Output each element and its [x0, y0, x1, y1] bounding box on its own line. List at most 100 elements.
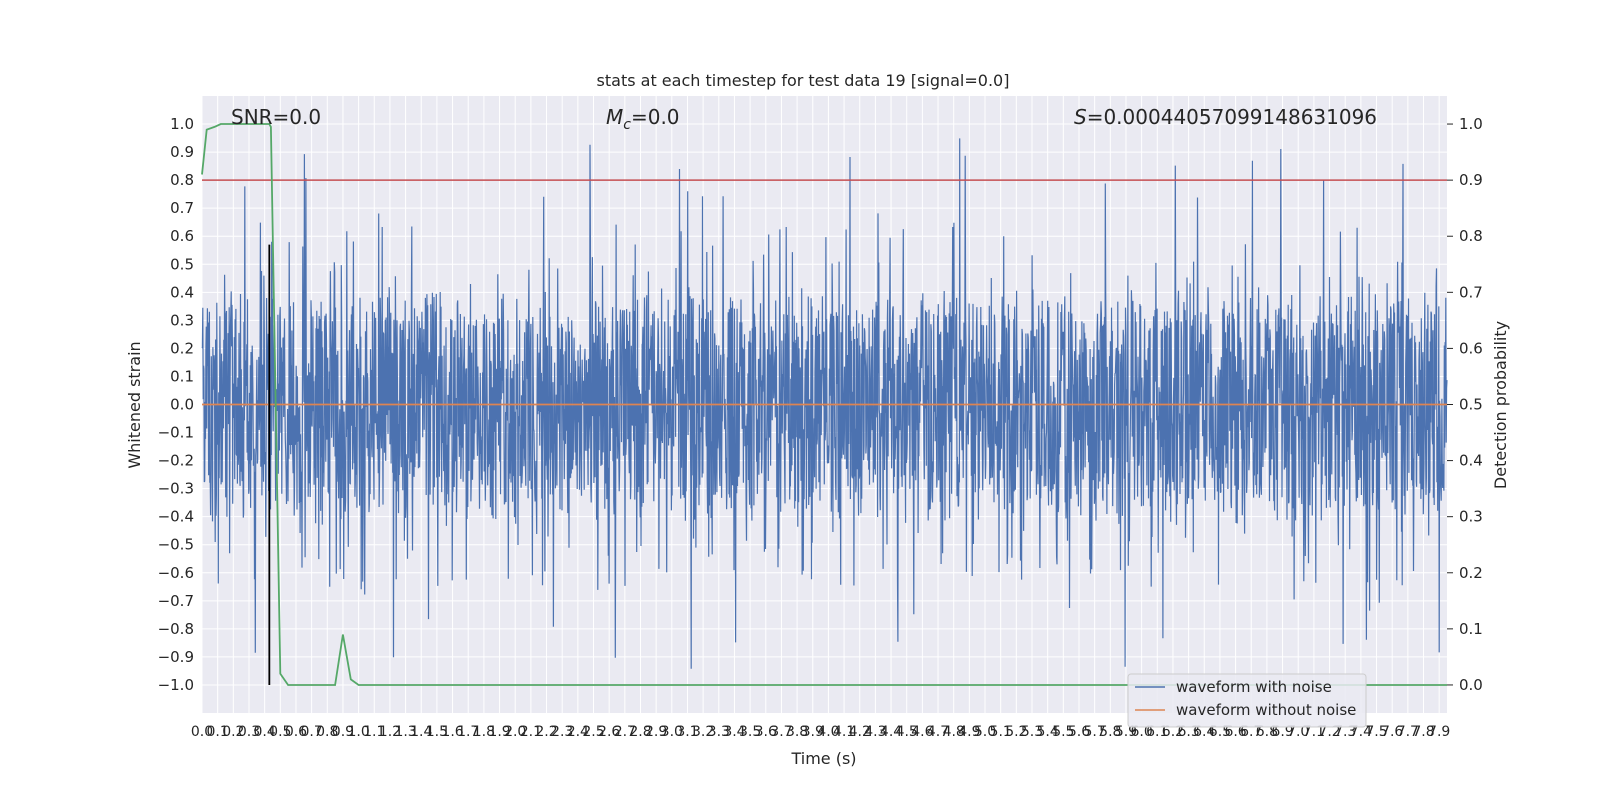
- y-tick-label-right: 0.5: [1459, 396, 1483, 414]
- y-axis-left-ticks: −1.0 −0.9 −0.8 −0.7 −0.6 −0.5 −0.4 −0.3 −0.2 −0.1…: [158, 115, 194, 694]
- x-tick-label: 0.0: [191, 724, 213, 740]
- annotation-score: S=0.00044057099148631096: [1074, 105, 1377, 129]
- x-tick-label: 1.1: [363, 724, 385, 740]
- detection-probability-line: [201, 123, 1447, 686]
- annotation-chirp-mass-symbol: M: [606, 105, 623, 129]
- x-tick-label: 1.0: [347, 724, 369, 740]
- y-tick-label-left: −1.0: [158, 676, 194, 694]
- y-tick-label-left: 0.3: [170, 311, 194, 329]
- x-tick-label: 4.3: [864, 724, 886, 740]
- y-tick-label-left: 0.6: [170, 227, 194, 245]
- x-tick-label: 6.8: [1256, 724, 1278, 740]
- x-tick-label: 6.2: [1162, 724, 1184, 740]
- y-tick-label-right: 0.2: [1459, 564, 1483, 582]
- series-detection-probability: [201, 123, 1447, 686]
- x-tick-label: 2.5: [582, 724, 604, 740]
- x-tick-label: 7.6: [1381, 724, 1403, 740]
- y-tick-label-left: 0.0: [170, 396, 194, 414]
- x-tick-label: 2.4: [567, 724, 589, 740]
- y-tick-label-left: 0.2: [170, 339, 194, 357]
- y-tick-label-right: 0.3: [1459, 508, 1483, 526]
- y-tick-label-left: −0.8: [158, 620, 194, 638]
- annotation-score-value: =0.00044057099148631096: [1087, 105, 1377, 129]
- x-tick-label: 2.7: [614, 724, 636, 740]
- x-tick-label: 0.1: [207, 724, 229, 740]
- y-tick-label-right: 1.0: [1459, 115, 1483, 133]
- x-tick-label: 0.4: [254, 724, 276, 740]
- legend-label-without-noise: waveform without noise: [1176, 701, 1356, 719]
- x-tick-label: 0.5: [269, 724, 291, 740]
- x-tick-label: 6.3: [1177, 724, 1199, 740]
- x-tick-label: 6.7: [1240, 724, 1262, 740]
- x-tick-label: 3.5: [739, 724, 761, 740]
- x-tick-label: 0.9: [332, 724, 354, 740]
- x-tick-label: 1.8: [473, 724, 495, 740]
- x-tick-label: 4.7: [927, 724, 949, 740]
- y-tick-label-left: −0.9: [158, 648, 194, 666]
- legend-label-with-noise: waveform with noise: [1176, 678, 1332, 696]
- x-tick-label: 2.0: [504, 724, 526, 740]
- y-tick-label-left: −0.7: [158, 592, 194, 610]
- x-tick-label: 7.7: [1397, 724, 1419, 740]
- y-tick-label-left: 0.1: [170, 367, 194, 385]
- x-tick-label: 5.4: [1037, 724, 1059, 740]
- x-axis-label: Time (s): [790, 749, 856, 768]
- waveform-with-noise-line: [201, 138, 1448, 669]
- x-tick-label: 7.5: [1365, 724, 1387, 740]
- y-tick-label-right: 0.8: [1459, 227, 1483, 245]
- x-tick-label: 2.2: [535, 724, 557, 740]
- x-tick-label: 7.1: [1303, 724, 1325, 740]
- x-tick-label: 2.3: [551, 724, 573, 740]
- legend: waveform with noise waveform without noi…: [1127, 673, 1367, 728]
- annotation-score-symbol: S: [1074, 105, 1087, 129]
- y-tick-label-left: −0.1: [158, 424, 194, 442]
- legend-box: [1127, 673, 1367, 728]
- y-tick-label-left: 0.7: [170, 199, 194, 217]
- y-tick-label-left: −0.4: [158, 508, 194, 526]
- x-tick-label: 1.9: [488, 724, 510, 740]
- x-tick-label: 6.6: [1224, 724, 1246, 740]
- x-tick-label: 5.0: [974, 724, 996, 740]
- y-axis-label-right: Detection probability: [1491, 321, 1510, 489]
- x-tick-label: 4.1: [833, 724, 855, 740]
- x-tick-label: 0.8: [316, 724, 338, 740]
- x-tick-label: 4.8: [943, 724, 965, 740]
- x-tick-label: 1.5: [426, 724, 448, 740]
- x-tick-label: 5.3: [1021, 724, 1043, 740]
- x-tick-label: 0.3: [238, 724, 260, 740]
- y-tick-label-left: −0.5: [158, 536, 194, 554]
- x-tick-label: 1.6: [441, 724, 463, 740]
- y-tick-label-left: 0.9: [170, 143, 194, 161]
- x-tick-label: 3.7: [770, 724, 792, 740]
- x-tick-label: 3.1: [676, 724, 698, 740]
- x-tick-label: 0.6: [285, 724, 307, 740]
- y-tick-label-left: −0.6: [158, 564, 194, 582]
- x-tick-label: 4.2: [849, 724, 871, 740]
- x-tick-label: 3.6: [755, 724, 777, 740]
- x-tick-label: 2.1: [520, 724, 542, 740]
- y-tick-label-right: 0.9: [1459, 171, 1483, 189]
- y-tick-label-left: 1.0: [170, 115, 194, 133]
- x-tick-label: 5.8: [1099, 724, 1121, 740]
- x-tick-label: 3.3: [708, 724, 730, 740]
- series-waveform-with-noise: [201, 138, 1448, 669]
- x-tick-label: 3.8: [786, 724, 808, 740]
- y-tick-label-left: −0.2: [158, 452, 194, 470]
- x-tick-label: 1.4: [410, 724, 432, 740]
- x-tick-label: 7.0: [1287, 724, 1309, 740]
- annotation-snr: SNR=0.0: [231, 105, 321, 129]
- x-tick-label: 2.8: [629, 724, 651, 740]
- x-tick-label: 7.4: [1350, 724, 1372, 740]
- x-tick-label: 5.5: [1052, 724, 1074, 740]
- x-tick-label: 3.9: [802, 724, 824, 740]
- x-tick-label: 5.7: [1084, 724, 1106, 740]
- x-tick-label: 3.2: [692, 724, 714, 740]
- x-tick-label: 3.4: [723, 724, 745, 740]
- x-tick-label: 2.9: [645, 724, 667, 740]
- x-axis-ticks: 0.00.10.20.30.40.50.60.70.80.91.01.11.21…: [191, 724, 1450, 740]
- y-tick-label-right: 0.1: [1459, 620, 1483, 638]
- x-tick-label: 4.6: [911, 724, 933, 740]
- x-tick-label: 1.7: [457, 724, 479, 740]
- x-tick-label: 4.5: [896, 724, 918, 740]
